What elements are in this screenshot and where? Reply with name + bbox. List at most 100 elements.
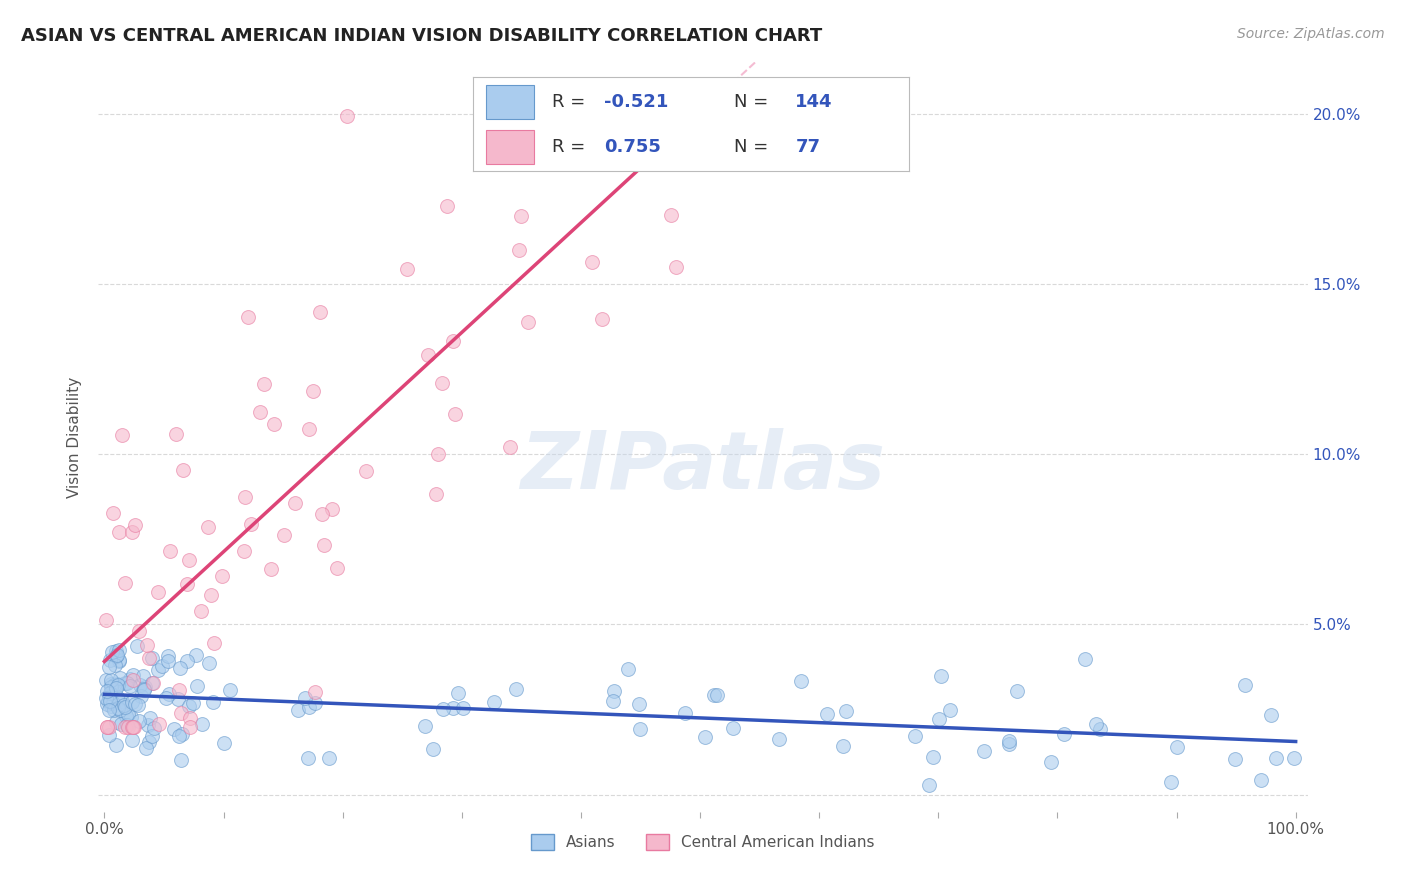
Point [100, 694, 122, 708]
Point [517, 315, 540, 329]
Point [141, 676, 163, 690]
Point [172, 463, 194, 477]
Point [142, 722, 165, 736]
Point [108, 692, 131, 706]
Point [294, 691, 316, 706]
Point [157, 687, 180, 701]
Point [100, 676, 122, 690]
Point [165, 427, 187, 442]
Point [96, 720, 118, 734]
Point [219, 683, 242, 698]
Point [1282, 751, 1305, 765]
Point [314, 538, 336, 552]
Point [706, 688, 728, 702]
Point [186, 648, 208, 662]
Point [96, 683, 118, 698]
Point [98, 660, 121, 674]
Point [321, 502, 343, 516]
Point [297, 750, 319, 764]
Point [973, 744, 995, 758]
Point [603, 684, 626, 698]
Point [121, 695, 143, 709]
Point [1260, 708, 1282, 723]
Point [132, 683, 155, 698]
Point [426, 447, 449, 461]
Point [120, 710, 142, 724]
Point [249, 405, 271, 419]
Point [122, 720, 145, 734]
Point [832, 739, 855, 753]
Point [441, 701, 464, 715]
Point [318, 751, 340, 765]
Point [121, 733, 143, 747]
Point [416, 348, 439, 362]
Point [1040, 756, 1063, 770]
Point [998, 734, 1021, 748]
Point [591, 312, 613, 326]
Point [124, 697, 146, 711]
Point [177, 698, 200, 713]
Point [432, 376, 454, 390]
Point [121, 524, 143, 539]
Point [659, 208, 682, 222]
Point [581, 255, 603, 269]
Point [170, 727, 193, 741]
Point [929, 669, 952, 683]
Point [198, 657, 221, 671]
Point [179, 711, 201, 725]
Point [311, 507, 333, 521]
Point [148, 663, 170, 677]
Point [922, 749, 945, 764]
Point [100, 673, 122, 687]
Point [903, 729, 925, 743]
Point [94, 690, 117, 705]
Point [197, 520, 219, 534]
Point [107, 678, 129, 692]
Point [98, 686, 121, 700]
Point [159, 544, 181, 558]
Point [441, 334, 464, 348]
Point [103, 678, 125, 692]
Point [170, 706, 193, 720]
Point [444, 407, 467, 421]
Point [1234, 678, 1257, 692]
Point [451, 701, 474, 715]
Point [105, 677, 128, 691]
Point [309, 304, 332, 318]
Point [673, 706, 696, 720]
Point [105, 648, 128, 662]
Point [122, 667, 145, 681]
Point [105, 648, 128, 663]
Point [107, 653, 129, 667]
Point [499, 441, 522, 455]
Point [148, 716, 170, 731]
Point [136, 718, 159, 732]
Point [571, 123, 593, 137]
Text: ASIAN VS CENTRAL AMERICAN INDIAN VISION DISABILITY CORRELATION CHART: ASIAN VS CENTRAL AMERICAN INDIAN VISION … [21, 27, 823, 45]
Text: ZIPatlas: ZIPatlas [520, 428, 886, 506]
Point [117, 720, 139, 734]
Point [190, 604, 212, 618]
Point [114, 708, 136, 723]
Point [287, 703, 309, 717]
Point [98, 652, 121, 666]
Point [132, 681, 155, 696]
Point [768, 731, 790, 746]
Point [103, 506, 125, 520]
Point [422, 742, 444, 756]
Point [239, 517, 262, 532]
Point [97, 703, 120, 717]
Point [179, 720, 201, 734]
Point [211, 569, 233, 583]
Point [238, 310, 260, 325]
Point [105, 690, 128, 704]
Point [336, 109, 359, 123]
Point [1265, 751, 1288, 765]
Point [177, 553, 200, 567]
Point [170, 753, 193, 767]
Point [114, 720, 136, 734]
Point [104, 643, 127, 657]
Point [108, 643, 131, 657]
Point [304, 685, 326, 699]
Point [212, 736, 235, 750]
